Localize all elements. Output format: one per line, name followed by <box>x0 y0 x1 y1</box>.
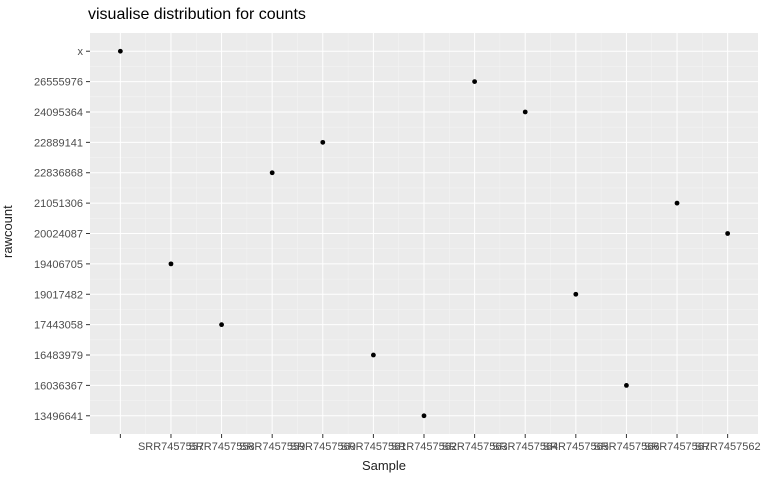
y-tick-label: 17443058 <box>34 320 83 332</box>
data-point <box>522 109 528 115</box>
x-tick-label: SRR7457561 <box>340 441 406 453</box>
x-axis-title: Sample <box>361 458 407 473</box>
data-points <box>117 48 731 419</box>
data-point <box>219 322 224 328</box>
y-tick-label: 22889141 <box>34 137 83 149</box>
y-tick-label: 22836868 <box>34 168 83 180</box>
x-tick-label: SRR7457560 <box>290 441 356 453</box>
data-point <box>674 200 680 206</box>
data-point <box>472 79 478 85</box>
y-tick-label: 21051306 <box>34 198 83 210</box>
data-point <box>624 382 629 388</box>
y-tick-label: 19017482 <box>34 289 83 301</box>
y-tick-label: 24095364 <box>34 107 83 119</box>
data-point <box>573 291 579 297</box>
y-axis-ticks: 13496641 16036367 16483979 17443058 19017482… <box>34 46 90 423</box>
data-point <box>370 352 376 358</box>
x-tick-label: SRR7457565 <box>543 441 609 453</box>
y-tick-label: 26555976 <box>34 77 83 89</box>
x-tick-label: SRR7457557 <box>138 441 204 453</box>
x-tick-label: SRR7457563 <box>442 441 508 453</box>
data-point <box>320 139 326 145</box>
grid-lines <box>90 33 758 434</box>
data-point <box>117 48 123 54</box>
x-tick-label: SRR7457567 <box>644 441 710 453</box>
x-tick-label: SRR7457559 <box>239 441 305 453</box>
x-tick-label: SRR7457562 <box>695 441 761 453</box>
x-axis-ticks: SRR7457557SRR7457558SRR7457559SRR7457560… <box>119 434 761 453</box>
data-point <box>168 261 174 267</box>
y-tick-label: 19406705 <box>34 259 83 271</box>
x-tick-label: SRR7457562 <box>391 441 457 453</box>
x-tick-label: SRR7457558 <box>189 441 255 453</box>
data-point <box>725 231 731 236</box>
data-point <box>269 170 275 176</box>
y-tick-label: 16036367 <box>34 380 83 392</box>
x-tick-label: SRR7457564 <box>492 441 558 453</box>
chart-title: visualise distribution for counts <box>88 6 306 23</box>
y-tick-label: 20024087 <box>34 229 83 241</box>
y-tick-label: 13496641 <box>34 411 83 423</box>
y-tick-label: x <box>78 46 84 58</box>
y-tick-label: 16483979 <box>34 350 83 362</box>
x-tick-label: SRR7457566 <box>593 441 659 453</box>
data-point <box>421 413 427 419</box>
